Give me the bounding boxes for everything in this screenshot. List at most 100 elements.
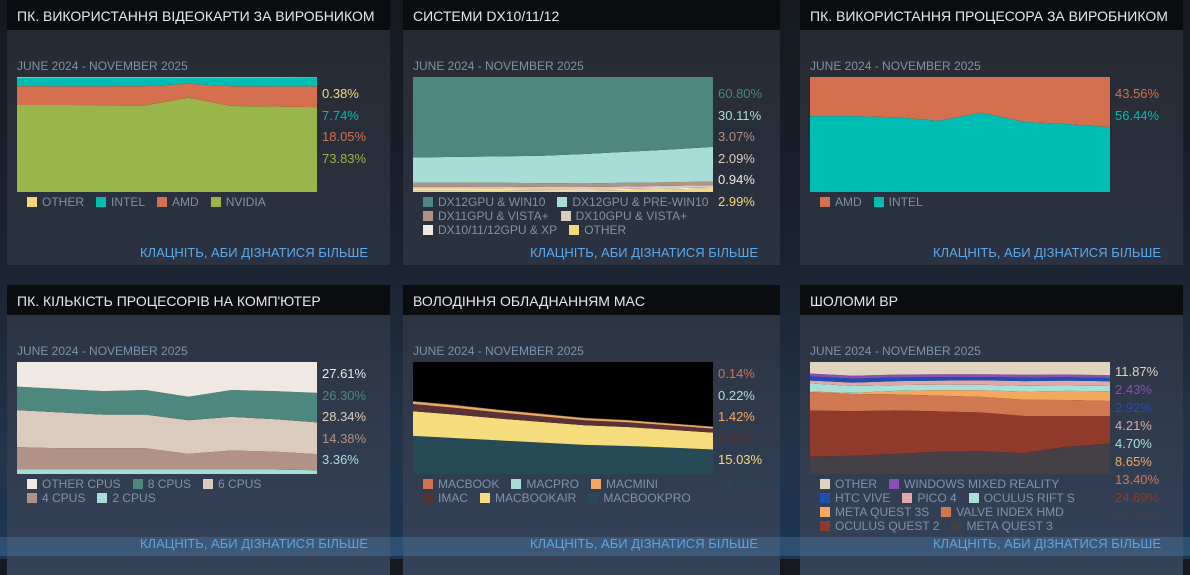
legend-item[interactable]: DX12GPU & PRE-WIN10 bbox=[557, 195, 708, 209]
legend-label: NVIDIA bbox=[226, 195, 266, 209]
legend-item[interactable]: 6 CPUS bbox=[203, 477, 261, 491]
legend-label: OTHER CPUS bbox=[42, 477, 121, 491]
legend-item[interactable]: MACPRO bbox=[511, 477, 579, 491]
legend-item[interactable]: DX12GPU & WIN10 bbox=[423, 195, 545, 209]
panel-title: ПК. ВИКОРИСТАННЯ ПРОЦЕСОРА ЗА ВИРОБНИКОМ bbox=[800, 0, 1183, 30]
legend-label: PICO 4 bbox=[917, 491, 956, 505]
legend-item[interactable]: META QUEST 3 bbox=[951, 519, 1052, 533]
series-value-label: 7.74% bbox=[322, 105, 366, 127]
legend-label: 4 CPUS bbox=[42, 491, 85, 505]
legend-item[interactable]: INTEL bbox=[96, 195, 145, 209]
legend-swatch bbox=[27, 493, 37, 503]
series-value-label: 3.07% bbox=[718, 126, 762, 148]
series-value-label: 21.93% bbox=[718, 471, 762, 493]
legend-item[interactable]: AMD bbox=[157, 195, 199, 209]
legend-label: INTEL bbox=[111, 195, 145, 209]
date-range: JUNE 2024 - NOVEMBER 2025 bbox=[17, 59, 188, 73]
legend-item[interactable]: MACBOOKAIR bbox=[480, 491, 576, 505]
legend-label: OCULUS RIFT S bbox=[984, 491, 1075, 505]
legend-swatch bbox=[951, 521, 961, 531]
legend-item[interactable]: PICO 4 bbox=[902, 491, 956, 505]
legend-item[interactable]: DX11GPU & VISTA+ bbox=[423, 209, 549, 223]
legend-swatch bbox=[561, 211, 571, 221]
legend-label: 6 CPUS bbox=[218, 477, 261, 491]
legend-item[interactable]: OTHER bbox=[569, 223, 626, 237]
legend-swatch bbox=[557, 197, 567, 207]
date-range: JUNE 2024 - NOVEMBER 2025 bbox=[413, 59, 584, 73]
legend-item[interactable]: DX10GPU & VISTA+ bbox=[561, 209, 688, 223]
legend-item[interactable]: IMAC bbox=[423, 491, 468, 505]
legend-item[interactable]: OCULUS RIFT S bbox=[969, 491, 1075, 505]
series-value-labels: 0.38%7.74%18.05%73.83% bbox=[322, 83, 366, 169]
learn-more-link[interactable]: КЛАЦНІТЬ, АБИ ДІЗНАТИСЯ БІЛЬШЕ bbox=[140, 245, 368, 260]
series-value-label: 8.65% bbox=[1115, 453, 1159, 471]
stacked-area-chart bbox=[810, 77, 1110, 192]
series-value-labels: 27.61%26.30%28.34%14.38%3.36% bbox=[322, 363, 366, 471]
legend-label: DX11GPU & VISTA+ bbox=[438, 209, 549, 223]
legend-item[interactable]: OTHER CPUS bbox=[27, 477, 121, 491]
legend-label: MACMINI bbox=[606, 477, 658, 491]
series-value-label: 24.69% bbox=[1115, 489, 1159, 507]
legend-item[interactable]: AMD bbox=[820, 195, 862, 209]
series-value-label: 30.11% bbox=[718, 105, 762, 127]
legend-swatch bbox=[591, 479, 601, 489]
legend-item[interactable]: OCULUS QUEST 2 bbox=[820, 519, 939, 533]
footer-overlay-band bbox=[0, 537, 1190, 556]
legend-swatch bbox=[423, 479, 433, 489]
series-value-label: 2.09% bbox=[718, 148, 762, 170]
series-value-label: 2.92% bbox=[1115, 399, 1159, 417]
panel-body: JUNE 2024 - NOVEMBER 2025 60.80%30.11%3.0… bbox=[403, 30, 780, 265]
chart-legend: OTHER INTEL AMD NVIDIA bbox=[27, 195, 315, 209]
series-value-labels: 43.56%56.44% bbox=[1115, 83, 1159, 126]
legend-item[interactable]: OTHER bbox=[27, 195, 84, 209]
legend-swatch bbox=[27, 197, 37, 207]
chart-panel: ПК. ВИКОРИСТАННЯ ВІДЕОКАРТИ ЗА ВИРОБНИКО… bbox=[7, 0, 390, 265]
series-value-label: 3.36% bbox=[322, 449, 366, 471]
learn-more-link[interactable]: КЛАЦНІТЬ, АБИ ДІЗНАТИСЯ БІЛЬШЕ bbox=[933, 245, 1161, 260]
area-series-intel bbox=[810, 113, 1110, 192]
legend-swatch bbox=[820, 197, 830, 207]
legend-swatch bbox=[820, 507, 830, 517]
date-range: JUNE 2024 - NOVEMBER 2025 bbox=[17, 344, 188, 358]
panel-title: СИСТЕМИ DX10/11/12 bbox=[403, 0, 780, 30]
legend-item[interactable]: NVIDIA bbox=[211, 195, 266, 209]
legend-item[interactable]: WINDOWS MIXED REALITY bbox=[889, 477, 1059, 491]
chart-legend: OTHER CPUS 8 CPUS 6 CPUS 4 CPUS 2 CPUS bbox=[27, 477, 315, 505]
legend-label: HTC VIVE bbox=[835, 491, 890, 505]
series-value-label: 2.99% bbox=[718, 191, 762, 213]
legend-label: MACBOOK bbox=[438, 477, 499, 491]
legend-item[interactable]: 4 CPUS bbox=[27, 491, 85, 505]
legend-item[interactable]: META QUEST 3S bbox=[820, 505, 929, 519]
series-value-labels: 11.87%2.43%2.92%4.21%4.70%8.65%13.40%24.… bbox=[1115, 363, 1159, 525]
legend-item[interactable]: VALVE INDEX HMD bbox=[941, 505, 1064, 519]
legend-label: DX12GPU & PRE-WIN10 bbox=[572, 195, 708, 209]
series-value-label: 13.40% bbox=[1115, 471, 1159, 489]
legend-swatch bbox=[423, 211, 433, 221]
legend-item[interactable]: 2 CPUS bbox=[97, 491, 155, 505]
series-value-label: 0.38% bbox=[322, 83, 366, 105]
legend-label: OTHER bbox=[42, 195, 84, 209]
legend-swatch bbox=[820, 521, 830, 531]
legend-swatch bbox=[511, 479, 521, 489]
legend-item[interactable]: MACBOOK bbox=[423, 477, 499, 491]
chart-panel: ПК. ВИКОРИСТАННЯ ПРОЦЕСОРА ЗА ВИРОБНИКОМ… bbox=[800, 0, 1183, 265]
legend-item[interactable]: MACMINI bbox=[591, 477, 658, 491]
legend-item[interactable]: INTEL bbox=[874, 195, 923, 209]
stacked-area-chart bbox=[17, 77, 317, 192]
legend-item[interactable]: DX10/11/12GPU & XP bbox=[423, 223, 557, 237]
legend-swatch bbox=[820, 479, 830, 489]
legend-item[interactable]: MACBOOKPRO bbox=[588, 491, 690, 505]
panel-title: ПК. КІЛЬКІСТЬ ПРОЦЕСОРІВ НА КОМП'ЮТЕР bbox=[7, 285, 390, 315]
series-value-label: 27.13% bbox=[1115, 507, 1159, 525]
series-value-labels: 60.80%30.11%3.07%2.09%0.94%2.99% bbox=[718, 83, 762, 212]
legend-item[interactable]: 8 CPUS bbox=[133, 477, 191, 491]
legend-item[interactable]: HTC VIVE bbox=[820, 491, 890, 505]
date-range: JUNE 2024 - NOVEMBER 2025 bbox=[413, 344, 584, 358]
legend-label: INTEL bbox=[889, 195, 923, 209]
learn-more-link[interactable]: КЛАЦНІТЬ, АБИ ДІЗНАТИСЯ БІЛЬШЕ bbox=[530, 245, 758, 260]
legend-item[interactable]: OTHER bbox=[820, 477, 877, 491]
legend-swatch bbox=[480, 493, 490, 503]
